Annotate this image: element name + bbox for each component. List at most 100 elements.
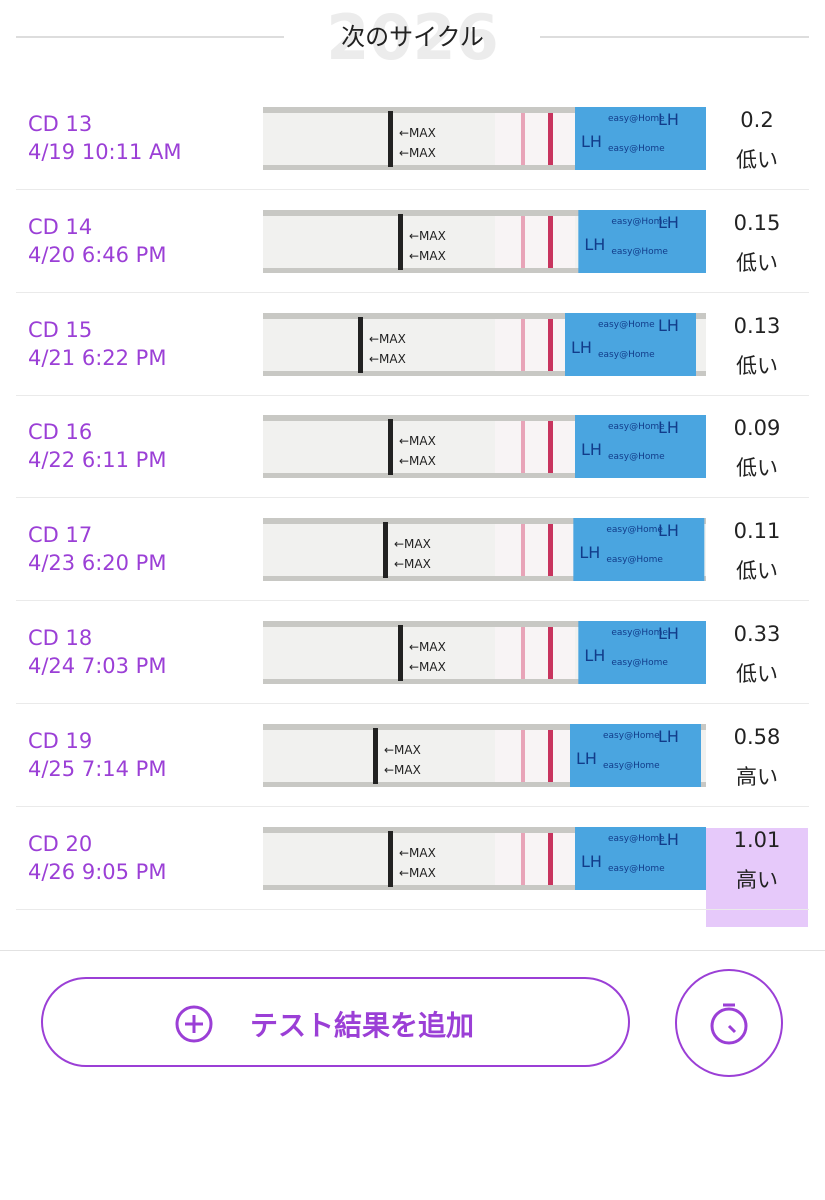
strip-window xyxy=(495,627,575,679)
max-label: ←MAX xyxy=(399,846,436,860)
lh-text: LH xyxy=(584,235,605,254)
max-label: ←MAX xyxy=(409,229,446,243)
header-title: 次のサイクル xyxy=(341,23,484,51)
header-rule xyxy=(16,36,284,38)
lh-value: 0.2 xyxy=(740,108,774,132)
timer-button[interactable] xyxy=(673,968,785,1080)
date-time: 4/21 6:22 PM xyxy=(28,345,167,370)
max-label: ←MAX xyxy=(399,454,436,468)
brand-text: easy@Home xyxy=(606,555,663,565)
lh-value: 0.09 xyxy=(733,416,781,441)
row-separator xyxy=(16,189,809,190)
max-label: ←MAX xyxy=(399,146,436,160)
test-line xyxy=(521,832,525,885)
strip-window xyxy=(495,729,575,782)
brand-text: easy@Home xyxy=(608,834,665,844)
lh-level: 低い xyxy=(736,456,778,481)
lh-text: LH xyxy=(658,316,679,335)
lh-text: LH xyxy=(581,132,602,151)
max-label: ←MAX xyxy=(409,249,446,263)
max-label: ←MAX xyxy=(409,640,446,654)
test-line xyxy=(521,215,525,268)
strip-window xyxy=(495,421,575,474)
lh-value: 0.58 xyxy=(733,724,781,749)
control-line xyxy=(548,318,553,371)
row-separator xyxy=(16,703,809,704)
strip-window xyxy=(495,318,575,371)
lh-text: LH xyxy=(658,727,679,746)
row-separator xyxy=(16,600,809,602)
max-label: ←MAX xyxy=(399,126,436,140)
brand-label xyxy=(565,312,696,376)
strip-window xyxy=(495,113,575,165)
date-time: 4/19 10:11 AM xyxy=(28,140,182,164)
brand-text: easy@Home xyxy=(598,350,655,360)
cycle-day: CD 14 xyxy=(28,214,93,239)
row-separator xyxy=(16,394,809,396)
row-separator xyxy=(16,908,809,910)
lh-text: LH xyxy=(576,749,597,768)
brand-text: easy@Home xyxy=(603,731,660,741)
strip-window xyxy=(495,832,575,885)
cycle-day: CD 17 xyxy=(28,523,93,548)
lh-text: LH xyxy=(581,440,602,459)
lh-value: 0.11 xyxy=(733,519,781,544)
cycle-day: CD 18 xyxy=(28,626,93,650)
lh-level: 低い xyxy=(736,250,778,275)
max-bar xyxy=(398,625,403,681)
brand-text: easy@Home xyxy=(611,217,668,227)
lh-text: LH xyxy=(579,543,600,562)
brand-label xyxy=(575,826,706,890)
divider xyxy=(0,950,825,951)
control-line xyxy=(548,832,553,885)
max-label: ←MAX xyxy=(399,866,436,880)
brand-label xyxy=(578,621,706,684)
control-line xyxy=(548,215,553,268)
max-label: ←MAX xyxy=(394,537,431,551)
add-result-button[interactable] xyxy=(41,977,630,1067)
control-line xyxy=(548,729,553,782)
lh-value: 0.13 xyxy=(733,313,781,338)
control-line xyxy=(548,627,553,679)
control-line xyxy=(548,421,553,474)
date-time: 4/20 6:46 PM xyxy=(28,242,167,267)
date-time: 4/22 6:11 PM xyxy=(28,448,167,473)
brand-label xyxy=(575,415,706,479)
brand-label xyxy=(570,723,701,787)
test-line xyxy=(521,524,525,577)
lh-value: 1.01 xyxy=(733,827,781,852)
lh-text: LH xyxy=(658,213,679,232)
brand-text: easy@Home xyxy=(598,320,655,330)
lh-text: LH xyxy=(581,852,602,871)
cycle-day: CD 20 xyxy=(28,831,93,856)
date-time: 4/24 7:03 PM xyxy=(28,654,167,678)
lh-text: LH xyxy=(658,418,679,437)
lh-text: LH xyxy=(658,830,679,849)
lh-level: 低い xyxy=(736,662,778,686)
lh-text: LH xyxy=(571,338,592,357)
max-label: ←MAX xyxy=(409,660,446,674)
strip-window xyxy=(495,524,575,577)
add-result-label: テスト結果を追加 xyxy=(250,1009,475,1042)
brand-text: easy@Home xyxy=(611,658,668,668)
max-bar xyxy=(398,213,403,270)
cycle-day: CD 15 xyxy=(28,317,93,342)
cycle-day: CD 19 xyxy=(28,728,93,753)
strip-window xyxy=(495,215,575,268)
max-label: ←MAX xyxy=(384,763,421,777)
max-bar xyxy=(383,522,388,579)
max-bar xyxy=(388,419,393,476)
cycle-day: CD 16 xyxy=(28,420,93,445)
date-time: 4/23 6:20 PM xyxy=(28,551,167,576)
lh-level: 高い xyxy=(736,764,778,789)
test-line xyxy=(521,113,525,165)
brand-text: easy@Home xyxy=(606,525,663,535)
brand-label xyxy=(573,518,705,582)
brand-text: easy@Home xyxy=(608,422,665,432)
